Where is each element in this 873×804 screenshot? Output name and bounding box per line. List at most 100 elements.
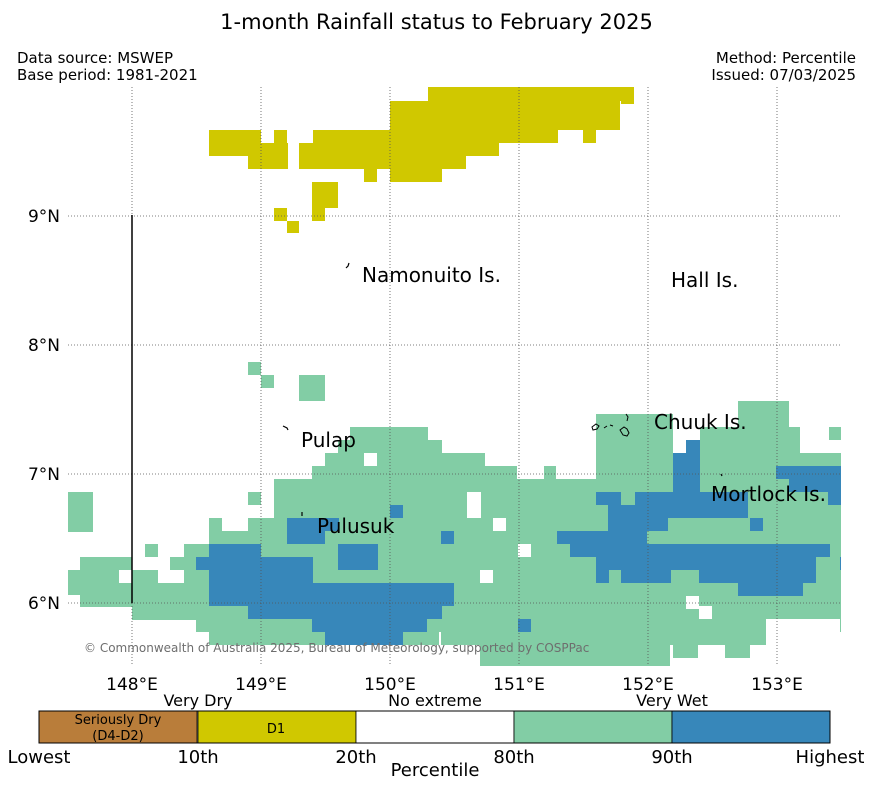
very-dry-cell <box>312 208 325 221</box>
island-shapes <box>282 262 723 516</box>
place-label: Pulusuk <box>317 514 395 538</box>
very-wet-cell <box>338 440 442 453</box>
no-extreme-cell <box>686 596 699 609</box>
legend-frame <box>38 710 831 744</box>
axis-labels: 148°E 149°E 150°E 151°E 152°E 153°E 9°N 8°N 7°N 6… <box>28 207 803 695</box>
very-dry-cell <box>287 221 299 233</box>
very-dry-cell <box>299 143 499 156</box>
highest-cell <box>789 479 841 492</box>
legend-box-label: Seriously Dry <box>75 713 162 728</box>
highest-cell <box>287 518 339 531</box>
place-label: Namonuito Is. <box>362 263 501 287</box>
very-dry-cell <box>608 87 621 101</box>
very-wet-cell <box>145 544 158 557</box>
highest-cell <box>248 606 442 619</box>
no-extreme-cell <box>261 505 274 518</box>
legend-box-label: D1 <box>267 722 285 737</box>
island-chuuk <box>591 413 630 437</box>
place-labels: Namonuito Is. Hall Is. Pulap Chuuk Is. Mortl… <box>301 263 826 538</box>
very-wet-cell <box>673 645 698 658</box>
very-wet-cell <box>68 570 80 595</box>
legend-category-label: Very Dry <box>163 691 232 710</box>
no-extreme-cell <box>699 606 712 619</box>
highest-cell <box>673 453 700 492</box>
very-wet-cell <box>68 492 93 532</box>
highest-cell <box>441 531 454 544</box>
no-extreme-cell <box>364 453 377 466</box>
island-pulap <box>282 425 289 431</box>
place-label: Pulap <box>301 428 356 452</box>
highest-cell <box>312 619 427 632</box>
very-wet-cell <box>312 466 517 479</box>
legend-box <box>513 710 673 744</box>
very-dry-cell <box>248 143 288 169</box>
island-mortlock <box>720 473 723 477</box>
very-dry-cell <box>428 87 608 101</box>
highest-cell <box>209 583 454 606</box>
data-source: Data source: MSWEP <box>17 49 174 67</box>
very-wet-cell <box>480 645 670 666</box>
lat-tick-label: 8°N <box>28 336 60 356</box>
very-wet-cell <box>261 375 274 388</box>
highest-cell <box>338 544 378 570</box>
no-extreme-cell <box>119 570 132 583</box>
no-extreme-cell <box>158 570 184 583</box>
highest-cell <box>557 531 647 544</box>
place-label: Hall Is. <box>671 268 738 292</box>
lon-tick-label: 149°E <box>235 675 287 695</box>
issued-date: Issued: 07/03/2025 <box>711 66 856 84</box>
lat-tick-label: 7°N <box>28 465 60 485</box>
highest-cell <box>196 557 209 570</box>
highest-cell <box>828 492 841 505</box>
base-period: Base period: 1981-2021 <box>17 66 198 84</box>
place-label: Chuuk Is. <box>654 410 747 434</box>
very-wet-cell <box>350 427 428 440</box>
very-wet-cell <box>725 645 750 658</box>
very-dry-cell <box>274 208 287 221</box>
legend-category-label: No extreme <box>388 691 482 710</box>
rainfall-cells <box>68 87 841 666</box>
lat-tick-label: 6°N <box>28 594 60 614</box>
method: Method: Percentile <box>715 49 856 67</box>
island-namonuito <box>345 262 350 269</box>
very-wet-cell <box>840 570 841 632</box>
rainfall-map: Namonuito Is. Hall Is. Pulap Chuuk Is. Mortl… <box>28 87 841 695</box>
no-extreme-cell <box>222 518 248 531</box>
very-dry-cell <box>390 117 620 130</box>
lon-tick-label: 150°E <box>364 675 416 695</box>
legend-tick-label: 90th <box>651 747 692 768</box>
very-dry-cell <box>274 130 287 143</box>
lon-tick-label: 151°E <box>493 675 545 695</box>
legend-colorbar: Seriously Dry(D4-D2) D1 Very Dry No extreme… <box>8 691 865 781</box>
highest-cell <box>776 466 841 479</box>
highest-cell <box>209 557 313 570</box>
highest-cell <box>840 557 841 570</box>
legend-tick-label: Lowest <box>8 747 71 768</box>
very-wet-cell <box>248 362 261 375</box>
legend-box-label: (D4-D2) <box>92 729 143 744</box>
highest-cell <box>608 505 668 531</box>
very-wet-cell <box>248 492 261 505</box>
very-wet-cell <box>209 518 222 544</box>
highest-cell <box>596 570 609 583</box>
lon-tick-label: 152°E <box>622 675 674 695</box>
highest-cell <box>287 531 325 544</box>
legend-tick-label: 20th <box>335 747 376 768</box>
highest-cell <box>750 518 763 531</box>
very-dry-cell <box>621 87 634 104</box>
very-wet-cell <box>738 401 789 427</box>
legend-axis-label: Percentile <box>391 760 480 781</box>
legend-tick-label: 10th <box>177 747 218 768</box>
very-dry-cell <box>313 130 558 143</box>
very-wet-cell <box>299 375 325 401</box>
page-title: 1-month Rainfall status to February 2025 <box>220 10 653 34</box>
very-wet-cell <box>274 492 467 518</box>
copyright-notice: © Commonwealth of Australia 2025, Bureau… <box>84 641 589 655</box>
highest-cell <box>686 440 700 453</box>
highest-cell <box>570 544 830 557</box>
lon-tick-label: 153°E <box>751 675 803 695</box>
very-wet-cell <box>829 427 841 440</box>
very-wet-cell <box>648 414 673 454</box>
highest-cell <box>738 583 803 596</box>
